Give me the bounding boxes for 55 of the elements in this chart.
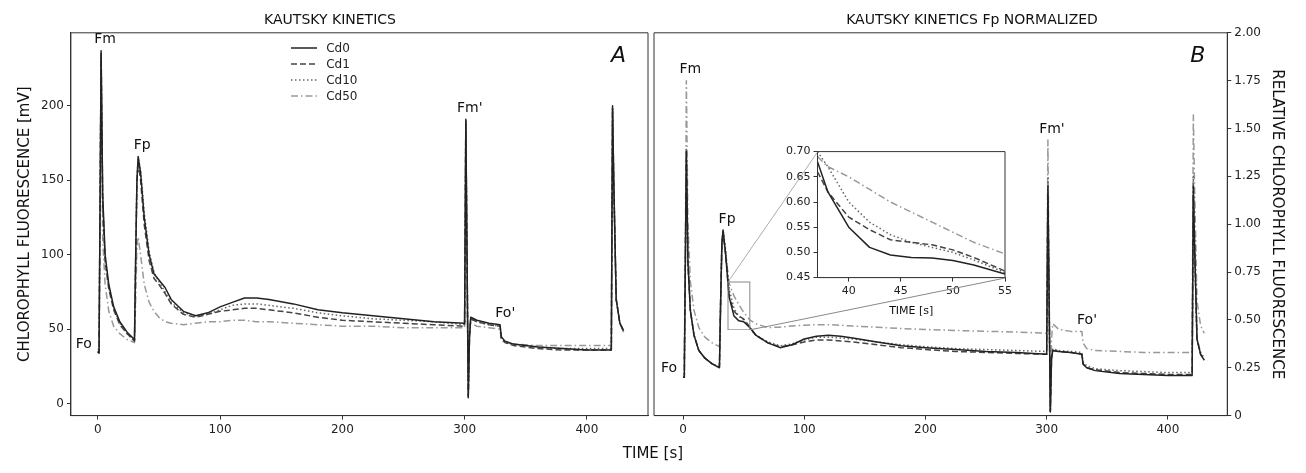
- legend-label: Cd10: [326, 72, 358, 89]
- x-tick-label: 200: [914, 421, 937, 436]
- y-tick-label: 0.50: [785, 245, 811, 259]
- y-tick-label: 0: [56, 395, 64, 410]
- x-axis-title: TIME [s]: [621, 444, 685, 462]
- y-tick-label: 50: [48, 321, 64, 336]
- annotation: Fo: [660, 358, 678, 375]
- chart-title: KAUTSKY KINETICS: [264, 11, 397, 28]
- y-tick-label: 0.45: [785, 270, 811, 284]
- y-tick-label: 1.00: [1234, 216, 1261, 231]
- annotation: Fm': [1039, 119, 1065, 136]
- annotation: Fp: [718, 209, 736, 226]
- y-tick-label: 0.25: [1234, 359, 1261, 374]
- x-tick-label: 0: [679, 421, 687, 436]
- annotation: Fo': [495, 304, 516, 321]
- legend-label: Cd50: [326, 88, 358, 105]
- x-tick-label: 55: [998, 284, 1012, 298]
- x-tick-label: 400: [1156, 421, 1180, 436]
- annotation: B: [1190, 41, 1206, 67]
- x-tick-label: 50: [945, 284, 960, 298]
- y-tick-label: 0.70: [785, 144, 811, 158]
- y-tick-label: 2.00: [1234, 24, 1261, 39]
- x-tick-label: 400: [575, 421, 599, 436]
- x-tick-label: 300: [453, 421, 477, 436]
- y-tick-label: 1.50: [1234, 120, 1261, 135]
- x-tick-label: 300: [1035, 421, 1059, 436]
- y-tick-label: 200: [41, 97, 64, 112]
- y-tick-label: 0.55: [785, 220, 811, 234]
- annotation: Fo: [75, 334, 92, 351]
- x-tick-label: 0: [93, 421, 102, 436]
- annotation: Fm': [457, 98, 483, 115]
- y-tick-label: 0.65: [785, 169, 811, 183]
- y-tick-label: 1.75: [1234, 72, 1261, 87]
- annotation: Fm: [94, 30, 116, 47]
- y-tick-label: 0: [1234, 407, 1242, 422]
- y-tick-label: 0.60: [785, 194, 811, 208]
- y-tick-label: 100: [41, 246, 64, 261]
- x-tick-label: 200: [330, 421, 354, 436]
- annotation: Fo': [1077, 311, 1098, 328]
- annotation: Fp: [133, 136, 151, 153]
- y-axis-title: RELATIVE CHLOROPHYLL FLUORESCENCE: [1269, 69, 1288, 380]
- x-axis-title: TIME [s]: [888, 304, 934, 318]
- annotation: Fm: [679, 60, 702, 77]
- y-tick-label: 150: [41, 172, 64, 187]
- y-tick-label: 1.25: [1234, 168, 1261, 183]
- annotation: A: [608, 41, 626, 67]
- legend-label: Cd1: [326, 56, 350, 73]
- x-tick-label: 45: [893, 284, 908, 298]
- y-axis-title: CHLOROPHYLL FLUORESCENCE [mV]: [14, 86, 33, 362]
- chart-title: KAUTSKY KINETICS Fp NORMALIZED: [846, 11, 1098, 28]
- y-tick-label: 0.75: [1234, 264, 1261, 279]
- x-tick-label: 40: [841, 284, 856, 298]
- legend-label: Cd0: [326, 40, 350, 57]
- x-tick-label: 100: [208, 421, 232, 436]
- y-tick-label: 0.50: [1234, 312, 1261, 327]
